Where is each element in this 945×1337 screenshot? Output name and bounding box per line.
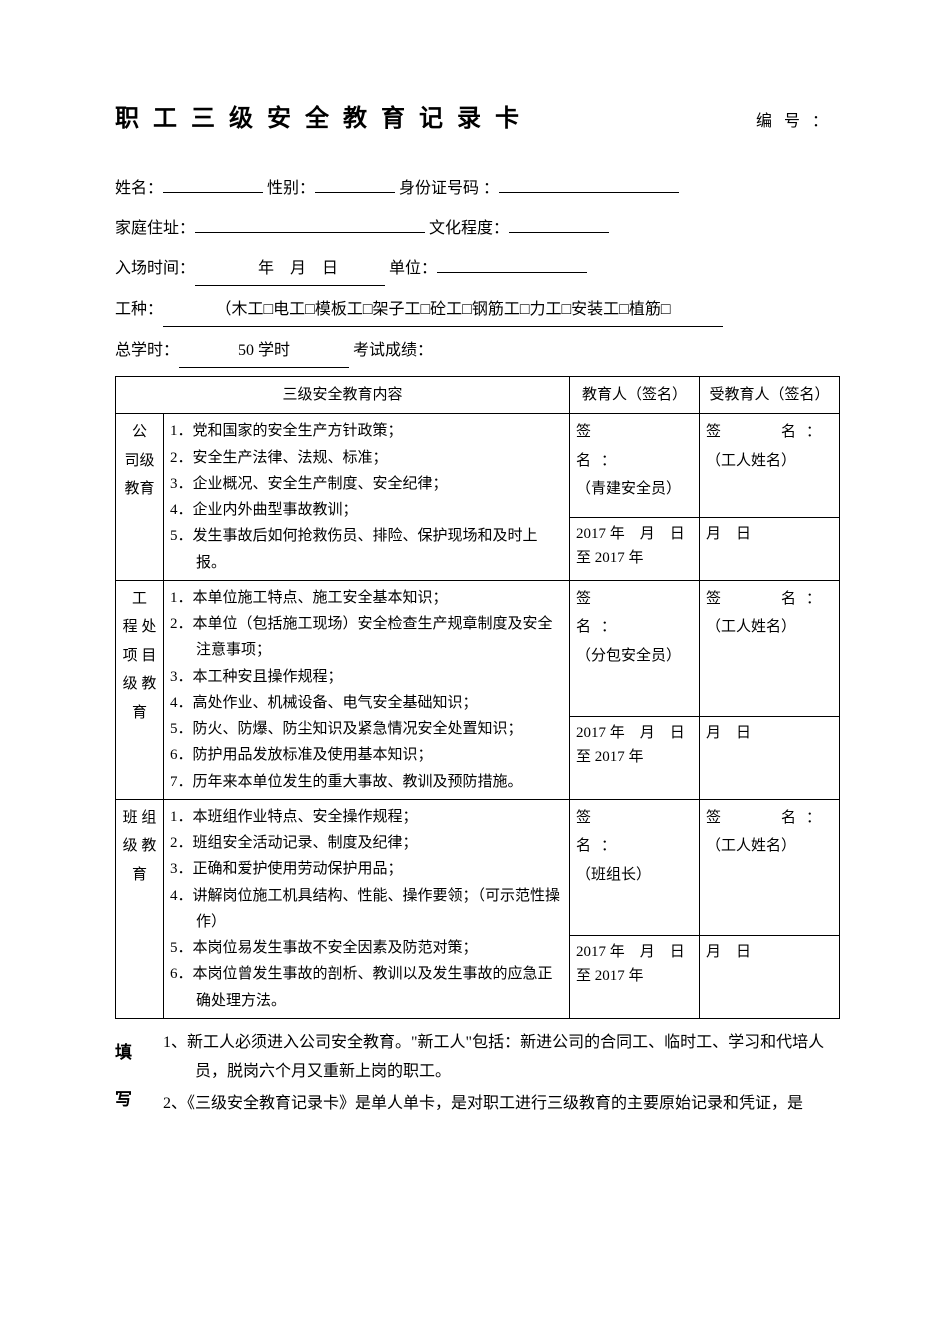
addr-label: 家庭住址： bbox=[115, 220, 195, 237]
date-left-2: 2017 年 月 日 至 2017 年 bbox=[570, 717, 700, 799]
footnotes: 填 写 1、新工人必须进入公司安全教育。"新工人"包括：新进公司的合同工、临时工… bbox=[115, 1029, 840, 1124]
header-sig2: 受教育人（签名） bbox=[700, 377, 840, 414]
list-item: 3．本工种安且操作规程； bbox=[170, 664, 563, 690]
edu-label: 文化程度： bbox=[429, 220, 509, 237]
table-row: 班 组级 教育 1．本班组作业特点、安全操作规程；2．班组安全活动记录、制度及纪… bbox=[116, 799, 840, 936]
gender-label: 性别： bbox=[267, 180, 315, 197]
work-label: 工种： bbox=[115, 301, 163, 318]
list-item: 2．本单位（包括施工现场）安全检查生产规章制度及安全注意事项； bbox=[170, 611, 563, 664]
list-item: 2．班组安全活动记录、制度及纪律； bbox=[170, 830, 563, 856]
level-cell-2: 工程 处项 目级 教育 bbox=[116, 580, 164, 799]
table-row: 工程 处项 目级 教育 1．本单位施工特点、施工安全基本知识；2．本单位（包括施… bbox=[116, 580, 840, 717]
content-cell-1: 1．党和国家的安全生产方针政策；2．安全生产法律、法规、标准；3．企业概况、安全… bbox=[164, 414, 570, 581]
list-item: 2．安全生产法律、法规、标准； bbox=[170, 445, 563, 471]
info-row-5: 总学时：50 学时 考试成绩： bbox=[115, 335, 840, 368]
date-left-3: 2017 年 月 日 至 2017 年 bbox=[570, 936, 700, 1018]
info-row-1: 姓名： 性别： 身份证号码 ： bbox=[115, 173, 840, 205]
list-item: 1．本单位施工特点、施工安全基本知识； bbox=[170, 585, 563, 611]
name-field[interactable] bbox=[163, 192, 263, 193]
work-field[interactable]: （木工□电工□模板工□架子工□砼工□钢筋工□力工□安装工□植筋□ bbox=[163, 294, 723, 327]
sig1-cell-2[interactable]: 签 名： （分包安全员） bbox=[570, 580, 700, 717]
list-item: 5．发生事故后如何抢救伤员、排险、保护现场和及时上报。 bbox=[170, 523, 563, 576]
list-item: 1．党和国家的安全生产方针政策； bbox=[170, 418, 563, 444]
page-title: 职工三级安全教育记录卡 bbox=[115, 100, 533, 138]
date-right-1: 月 日 bbox=[700, 518, 840, 581]
info-row-3: 入场时间： 年 月 日 单位： bbox=[115, 253, 840, 286]
info-row-4: 工种：（木工□电工□模板工□架子工□砼工□钢筋工□力工□安装工□植筋□ bbox=[115, 294, 840, 327]
foot-label-col: 填 写 bbox=[115, 1029, 163, 1124]
footnote-1: 1、新工人必须进入公司安全教育。"新工人"包括：新进公司的合同工、临时工、学习和… bbox=[163, 1029, 840, 1087]
hours-field[interactable]: 50 学时 bbox=[179, 335, 349, 368]
level-cell-3: 班 组级 教育 bbox=[116, 799, 164, 1018]
content-list-1: 1．党和国家的安全生产方针政策；2．安全生产法律、法规、标准；3．企业概况、安全… bbox=[170, 418, 563, 576]
list-item: 3．企业概况、安全生产制度、安全纪律； bbox=[170, 471, 563, 497]
list-item: 5．本岗位易发生事故不安全因素及防范对策； bbox=[170, 935, 563, 961]
list-item: 4．高处作业、机械设备、电气安全基础知识； bbox=[170, 690, 563, 716]
gender-field[interactable] bbox=[315, 192, 395, 193]
list-item: 4．企业内外曲型事故教训； bbox=[170, 497, 563, 523]
sig2-cell-2[interactable]: 签 名： （工人姓名） bbox=[700, 580, 840, 717]
hours-label: 总学时： bbox=[115, 342, 179, 359]
date-right-3: 月 日 bbox=[700, 936, 840, 1018]
info-row-2: 家庭住址： 文化程度： bbox=[115, 213, 840, 245]
date-right-2: 月 日 bbox=[700, 717, 840, 799]
id-label: 身份证号码 ： bbox=[399, 180, 499, 197]
education-table: 三级安全教育内容 教育人（签名） 受教育人（签名） 公司级教育 1．党和国家的安… bbox=[115, 376, 840, 1019]
date-left-1: 2017 年 月 日 至 2017 年 bbox=[570, 518, 700, 581]
id-field[interactable] bbox=[499, 192, 679, 193]
list-item: 3．正确和爱护使用劳动保护用品； bbox=[170, 856, 563, 882]
list-item: 6．本岗位曾发生事故的剖析、教训以及发生事故的应急正确处理方法。 bbox=[170, 961, 563, 1014]
unit-label: 单位： bbox=[389, 260, 437, 277]
unit-field[interactable] bbox=[437, 272, 587, 273]
content-cell-3: 1．本班组作业特点、安全操作规程；2．班组安全活动记录、制度及纪律；3．正确和爱… bbox=[164, 799, 570, 1018]
sig2-cell-3[interactable]: 签 名： （工人姓名） bbox=[700, 799, 840, 936]
content-cell-2: 1．本单位施工特点、施工安全基本知识；2．本单位（包括施工现场）安全检查生产规章… bbox=[164, 580, 570, 799]
list-item: 1．本班组作业特点、安全操作规程； bbox=[170, 804, 563, 830]
table-row: 公司级教育 1．党和国家的安全生产方针政策；2．安全生产法律、法规、标准；3．企… bbox=[116, 414, 840, 518]
sig1-cell-3[interactable]: 签 名： （班组长） bbox=[570, 799, 700, 936]
list-item: 6．防护用品发放标准及使用基本知识； bbox=[170, 742, 563, 768]
name-label: 姓名： bbox=[115, 180, 163, 197]
entry-label: 入场时间： bbox=[115, 260, 195, 277]
foot-content: 1、新工人必须进入公司安全教育。"新工人"包括：新进公司的合同工、临时工、学习和… bbox=[163, 1029, 840, 1124]
list-item: 4．讲解岗位施工机具结构、性能、操作要领；（可示范性操作） bbox=[170, 883, 563, 936]
edu-field[interactable] bbox=[509, 232, 609, 233]
serial-label: 编号： bbox=[756, 109, 840, 135]
score-label: 考试成绩： bbox=[353, 342, 433, 359]
footnote-2: 2、《三级安全教育记录卡》是单人单卡，是对职工进行三级教育的主要原始记录和凭证，… bbox=[163, 1090, 840, 1119]
header-sig1: 教育人（签名） bbox=[570, 377, 700, 414]
header-content: 三级安全教育内容 bbox=[116, 377, 570, 414]
addr-field[interactable] bbox=[195, 232, 425, 233]
content-list-3: 1．本班组作业特点、安全操作规程；2．班组安全活动记录、制度及纪律；3．正确和爱… bbox=[170, 804, 563, 1014]
table-header-row: 三级安全教育内容 教育人（签名） 受教育人（签名） bbox=[116, 377, 840, 414]
entry-date-field[interactable]: 年 月 日 bbox=[195, 253, 385, 286]
list-item: 7．历年来本单位发生的重大事故、教训及预防措施。 bbox=[170, 769, 563, 795]
list-item: 5．防火、防爆、防尘知识及紧急情况安全处置知识； bbox=[170, 716, 563, 742]
sig1-cell-1[interactable]: 签 名： （青建安全员） bbox=[570, 414, 700, 518]
content-list-2: 1．本单位施工特点、施工安全基本知识；2．本单位（包括施工现场）安全检查生产规章… bbox=[170, 585, 563, 795]
level-cell-1: 公司级教育 bbox=[116, 414, 164, 581]
sig2-cell-1[interactable]: 签 名： （工人姓名） bbox=[700, 414, 840, 518]
